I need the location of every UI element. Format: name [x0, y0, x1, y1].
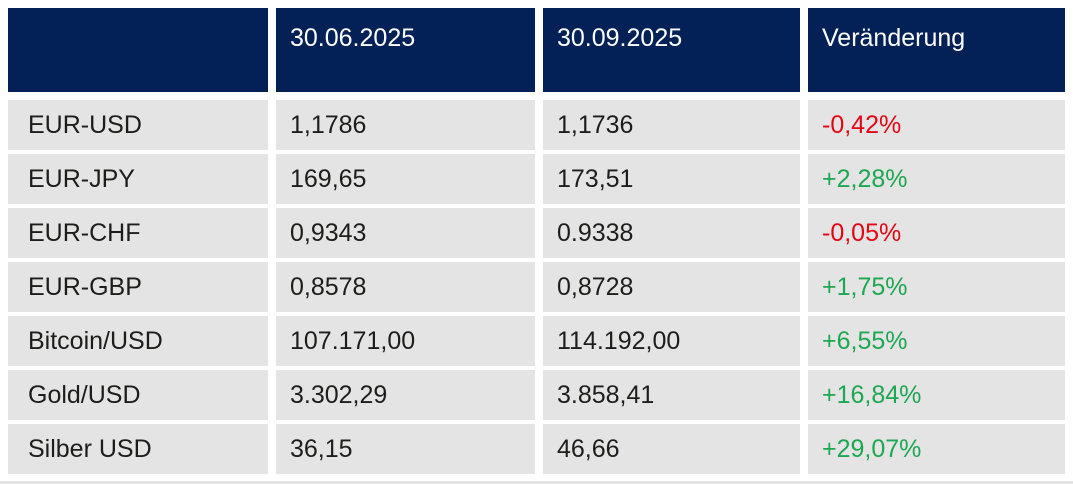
value-30-09: 0,8728: [543, 262, 800, 312]
value-30-09: 1,1736: [543, 100, 800, 150]
value-30-06: 0,8578: [276, 262, 535, 312]
value-30-06: 36,15: [276, 424, 535, 474]
change-value: -0,42%: [808, 100, 1065, 150]
value-30-09: 114.192,00: [543, 316, 800, 366]
change-value: +16,84%: [808, 370, 1065, 420]
change-value: +6,55%: [808, 316, 1065, 366]
change-value: +29,07%: [808, 424, 1065, 474]
change-value: +2,28%: [808, 154, 1065, 204]
bottom-divider: [0, 481, 1073, 484]
header-cell-date-3009: 30.09.2025: [543, 8, 800, 92]
asset-label: Silber USD: [8, 424, 268, 474]
value-30-06: 0,9343: [276, 208, 535, 258]
asset-label: EUR-USD: [8, 100, 268, 150]
value-30-09: 46,66: [543, 424, 800, 474]
asset-label: Gold/USD: [8, 370, 268, 420]
table-header-row: 30.06.2025 30.09.2025 Veränderung: [8, 8, 1065, 92]
value-30-09: 3.858,41: [543, 370, 800, 420]
value-30-06: 1,1786: [276, 100, 535, 150]
value-30-09: 173,51: [543, 154, 800, 204]
header-cell-empty: [8, 8, 268, 92]
change-value: -0,05%: [808, 208, 1065, 258]
value-30-06: 169,65: [276, 154, 535, 204]
change-value: +1,75%: [808, 262, 1065, 312]
asset-label: Bitcoin/USD: [8, 316, 268, 366]
value-30-06: 107.171,00: [276, 316, 535, 366]
fx-rates-table: 30.06.2025 30.09.2025 Veränderung EUR-US…: [8, 8, 1065, 474]
header-cell-date-3006: 30.06.2025: [276, 8, 535, 92]
value-30-09: 0.9338: [543, 208, 800, 258]
asset-label: EUR-CHF: [8, 208, 268, 258]
table-body: EUR-USD 1,1786 1,1736 -0,42% EUR-JPY 169…: [8, 100, 1065, 474]
value-30-06: 3.302,29: [276, 370, 535, 420]
asset-label: EUR-JPY: [8, 154, 268, 204]
header-cell-change: Veränderung: [808, 8, 1065, 92]
asset-label: EUR-GBP: [8, 262, 268, 312]
